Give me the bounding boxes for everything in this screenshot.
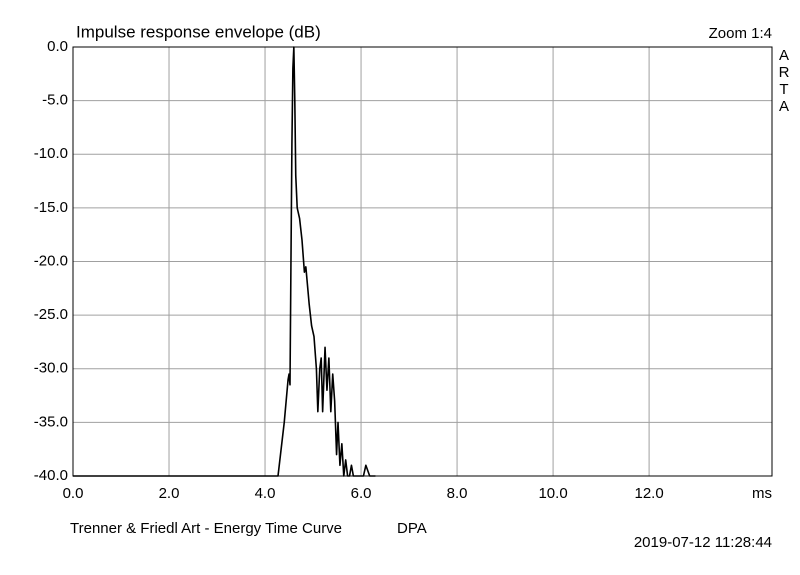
- x-tick-label: 10.0: [538, 485, 567, 502]
- brand-letter: R: [779, 64, 790, 81]
- x-tick-label: 2.0: [159, 485, 180, 502]
- timestamp: 2019-07-12 11:28:44: [634, 534, 772, 551]
- data-line: [73, 46, 376, 477]
- y-tick-label: -25.0: [34, 306, 68, 323]
- footer: Trenner & Friedl Art - Energy Time Curve: [70, 520, 342, 537]
- y-tick-label: -20.0: [34, 252, 68, 269]
- y-tick-label: -35.0: [34, 413, 68, 430]
- y-tick-label: -40.0: [34, 467, 68, 484]
- brand-letter: A: [779, 98, 789, 115]
- y-tick-label: -5.0: [42, 92, 68, 109]
- zoom-label: Zoom 1:4: [709, 25, 772, 42]
- plot-frame: [72, 46, 773, 477]
- x-axis-label: ms: [752, 485, 772, 502]
- x-tick-label: 12.0: [634, 485, 663, 502]
- device-label: DPA: [397, 520, 427, 537]
- y-tick-label: 0.0: [47, 38, 68, 55]
- y-tick-label: -15.0: [34, 199, 68, 216]
- y-tick-label: -10.0: [34, 145, 68, 162]
- brand-letter: T: [779, 81, 788, 98]
- y-tick-label: -30.0: [34, 360, 68, 377]
- brand-letter: A: [779, 47, 789, 64]
- chart-title: Impulse response envelope (dB): [76, 22, 321, 41]
- x-tick-label: 6.0: [351, 485, 372, 502]
- x-tick-label: 4.0: [255, 485, 276, 502]
- x-tick-label: 8.0: [447, 485, 468, 502]
- x-tick-label: 0.0: [63, 485, 84, 502]
